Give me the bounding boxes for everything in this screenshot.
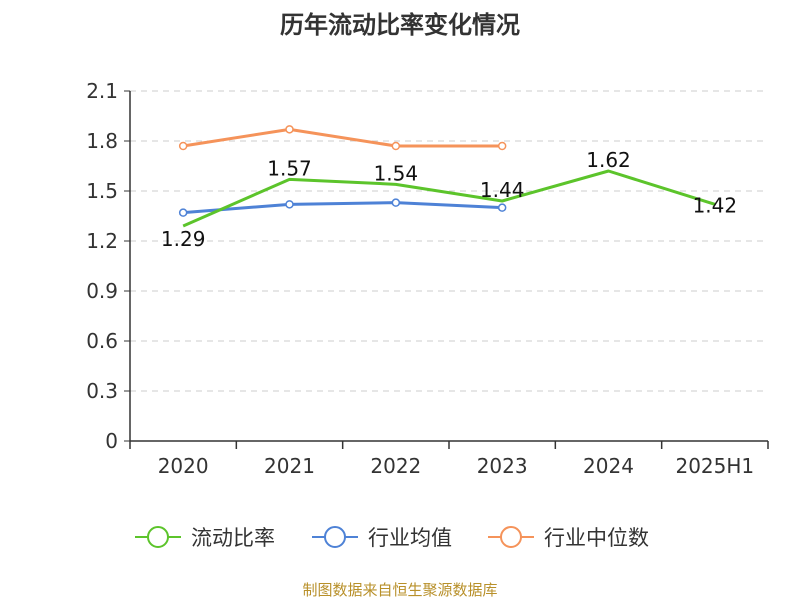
y-tick-label: 0.9 [86, 279, 118, 303]
legend-marker [500, 526, 522, 548]
data-label: 1.44 [480, 178, 525, 202]
grid-lines [130, 90, 768, 392]
x-tick-label: 2025H1 [675, 454, 754, 478]
y-tick-label: 1.2 [86, 229, 118, 253]
series-line-0 [182, 169, 716, 228]
x-tick-label: 2023 [477, 454, 528, 478]
x-tick-label: 2020 [158, 454, 209, 478]
legend-label: 流动比率 [191, 526, 275, 550]
series-point-1 [178, 208, 188, 217]
data-label: 1.42 [693, 193, 738, 217]
legend-marker [147, 526, 169, 548]
data-labels: 1.29 1.57 1.54 1.44 1.62 1.42 [161, 148, 737, 251]
series-point-1 [497, 203, 507, 212]
series-line-1 [183, 201, 503, 215]
legend: 流动比率 行业均值 行业中位数 [135, 526, 649, 550]
y-tick-label: 0.6 [86, 329, 118, 353]
data-label: 1.54 [374, 161, 419, 185]
y-tick-label: 0.3 [86, 379, 118, 403]
axes: 0 0.3 0.6 0.9 1.2 1.5 1.8 2.1 2020 2021 2022 2023 20… [86, 79, 769, 478]
series-point-1 [285, 200, 294, 209]
legend-marker [324, 526, 346, 548]
x-tick-label: 2024 [583, 454, 634, 478]
x-tick-label: 2022 [370, 454, 421, 478]
data-label: 1.29 [161, 227, 206, 251]
series-point-2 [285, 125, 294, 134]
chart-title: 历年流动比率变化情况 [280, 11, 520, 39]
series-point-1 [391, 198, 401, 207]
data-label: 1.57 [267, 156, 312, 180]
y-tick-label: 2.1 [86, 79, 118, 103]
y-tick-label: 1.5 [86, 179, 118, 203]
data-label: 1.62 [586, 148, 631, 172]
y-tick-label: 0 [105, 429, 118, 453]
x-tick-label: 2021 [264, 454, 315, 478]
y-tick-label: 1.8 [86, 129, 118, 153]
series-point-2 [178, 141, 188, 151]
legend-label: 行业均值 [368, 526, 452, 550]
series-line-2 [182, 127, 503, 148]
legend-label: 行业中位数 [544, 526, 649, 550]
series-group [178, 125, 716, 228]
series-point-2 [497, 141, 507, 151]
source-note: 制图数据来自恒生聚源数据库 [302, 581, 497, 599]
series-point-2 [391, 141, 401, 151]
